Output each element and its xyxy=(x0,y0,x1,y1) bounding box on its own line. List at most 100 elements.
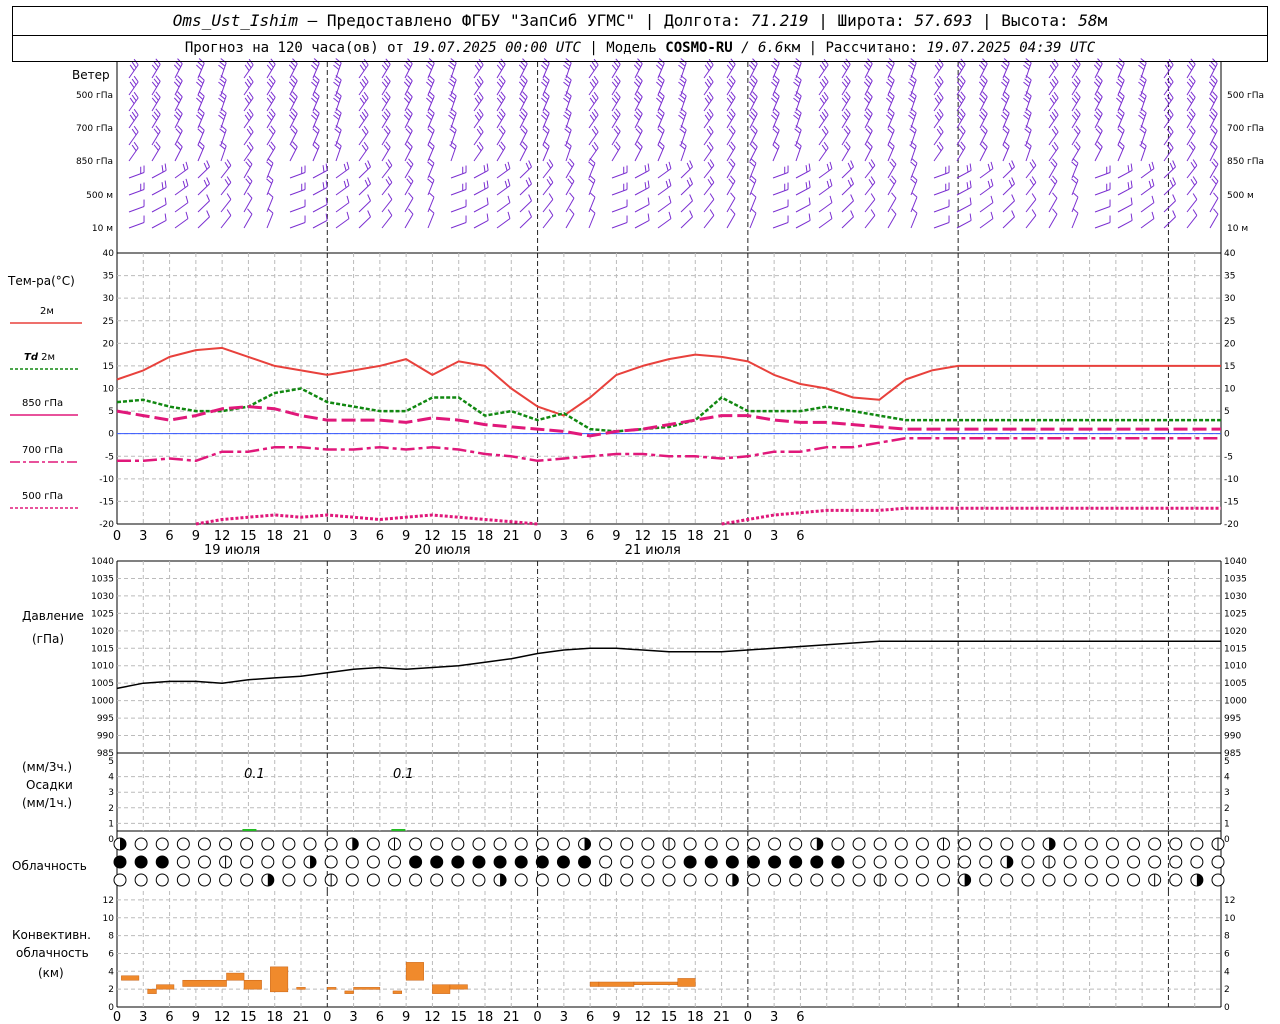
wind-barb-shaft xyxy=(381,81,391,96)
wind-barb-feather xyxy=(155,125,161,132)
wind-barb xyxy=(243,108,254,129)
press-ytick-right: 1020 xyxy=(1224,627,1247,637)
t2m-legend-label: 2м xyxy=(40,306,54,317)
cloud-circle xyxy=(1042,873,1056,887)
wind-barb-shaft xyxy=(841,97,851,112)
wind-barb-feather xyxy=(197,78,204,84)
wind-barb-feather xyxy=(270,108,276,115)
wind-barb-feather xyxy=(1118,125,1125,131)
wind-barb-shaft xyxy=(933,64,944,79)
hour-tick-label: 9 xyxy=(612,529,620,544)
cloud-circle xyxy=(1021,855,1035,869)
wind-barb xyxy=(588,125,599,146)
wind-barb-shaft xyxy=(749,96,758,112)
wind-barb-feather xyxy=(1097,125,1103,132)
wind-barb-feather xyxy=(615,141,621,148)
wind-barb xyxy=(908,91,917,112)
conv-ytick-right: 0 xyxy=(1224,1003,1230,1013)
wind-barb-feather xyxy=(726,97,733,104)
cloud-symbol xyxy=(641,855,655,869)
wind-barb-shaft xyxy=(611,97,621,112)
temp-ytick-left: 25 xyxy=(103,317,114,327)
wind-barb-feather xyxy=(335,91,342,97)
wind-barb-shaft xyxy=(1186,114,1196,129)
wind-barb-feather xyxy=(196,64,202,71)
wind-barb-shaft xyxy=(151,204,167,213)
altitude-value: 58 xyxy=(1078,11,1098,30)
wind-barb-shaft xyxy=(818,114,829,129)
wind-barb-shaft xyxy=(1117,96,1125,112)
cloud-fill-full xyxy=(135,856,148,868)
wind-barb-feather xyxy=(1166,144,1172,152)
wind-barb xyxy=(128,75,139,96)
cloud-symbol xyxy=(979,873,993,887)
wind-barb-feather xyxy=(1095,78,1102,85)
cloud-circle xyxy=(472,873,486,887)
wind-barb-feather xyxy=(680,58,687,64)
calc-label: | Рассчитано: xyxy=(800,40,927,56)
wind-barb xyxy=(910,158,918,179)
wind-barb-feather xyxy=(496,81,503,88)
wind-barb xyxy=(563,91,572,112)
wind-barb-feather xyxy=(405,111,412,118)
wind-barb xyxy=(381,176,393,196)
wind-barb-shaft xyxy=(703,114,714,129)
wind-barb-feather xyxy=(383,111,389,118)
wind-barb xyxy=(403,108,413,129)
wind-barb-feather xyxy=(1117,61,1124,67)
cloud-circle xyxy=(662,855,676,869)
wind-barb-feather xyxy=(773,141,780,147)
wind-barb xyxy=(886,75,895,96)
wind-barb-feather xyxy=(1095,111,1102,118)
wind-barb-feather xyxy=(1210,78,1217,85)
hour-tick-label-bottom: 3 xyxy=(139,1010,147,1024)
wind-barb-feather xyxy=(520,94,527,101)
wind-barb-feather xyxy=(1003,91,1010,97)
wind-barb-feather xyxy=(387,209,393,216)
wind-barb-shaft xyxy=(220,95,227,112)
cloud-symbol xyxy=(1042,837,1056,851)
wind-barb xyxy=(1071,141,1081,162)
wind-barb xyxy=(333,91,342,112)
wind-barb-shaft xyxy=(864,130,873,146)
wind-barb-feather xyxy=(543,141,550,147)
cloud-symbol xyxy=(472,873,486,887)
wind-barb-feather xyxy=(958,144,964,151)
wind-barb xyxy=(128,108,139,129)
cloud-fill-full xyxy=(557,856,570,868)
wind-barb-feather xyxy=(936,111,942,119)
wind-barb-feather xyxy=(1172,210,1176,218)
wind-barb-feather xyxy=(938,141,944,149)
wind-barb xyxy=(588,58,599,79)
hour-tick-label: 15 xyxy=(450,529,467,544)
wind-barb xyxy=(426,75,435,96)
wind-barb-feather xyxy=(750,94,757,101)
wind-barb-feather xyxy=(658,108,665,114)
wind-barb xyxy=(496,161,511,179)
wind-barb-feather xyxy=(1051,144,1057,152)
wind-barb-shaft xyxy=(1140,218,1155,229)
wind-barb xyxy=(656,75,665,96)
wind-barb-shaft xyxy=(611,147,621,162)
wind-barb-feather xyxy=(153,78,159,85)
wind-barb xyxy=(1186,58,1196,79)
wind-barb-feather xyxy=(1168,108,1174,116)
cloud-circle xyxy=(852,873,866,887)
wind-barb-feather xyxy=(313,91,320,97)
wind-barb-feather xyxy=(325,213,328,221)
wind-barb-feather xyxy=(496,114,503,121)
wind-barb-feather xyxy=(593,75,599,83)
wind-barb-feather xyxy=(1116,97,1122,104)
wind-barb-shaft xyxy=(703,165,715,179)
cloud-symbol xyxy=(1169,855,1183,869)
wind-barb xyxy=(1186,108,1196,129)
wind-barb-feather xyxy=(131,94,137,102)
wind-barb-feather xyxy=(498,111,504,118)
wind-barb-feather xyxy=(1025,141,1032,147)
wind-barb-shaft xyxy=(657,113,665,129)
conv-ytick-left: 2 xyxy=(108,985,114,995)
wind-barb-feather xyxy=(589,114,595,121)
cloud-symbol xyxy=(831,855,845,869)
wind-barb-feather xyxy=(1139,78,1146,84)
wind-barb-feather xyxy=(1075,125,1081,132)
